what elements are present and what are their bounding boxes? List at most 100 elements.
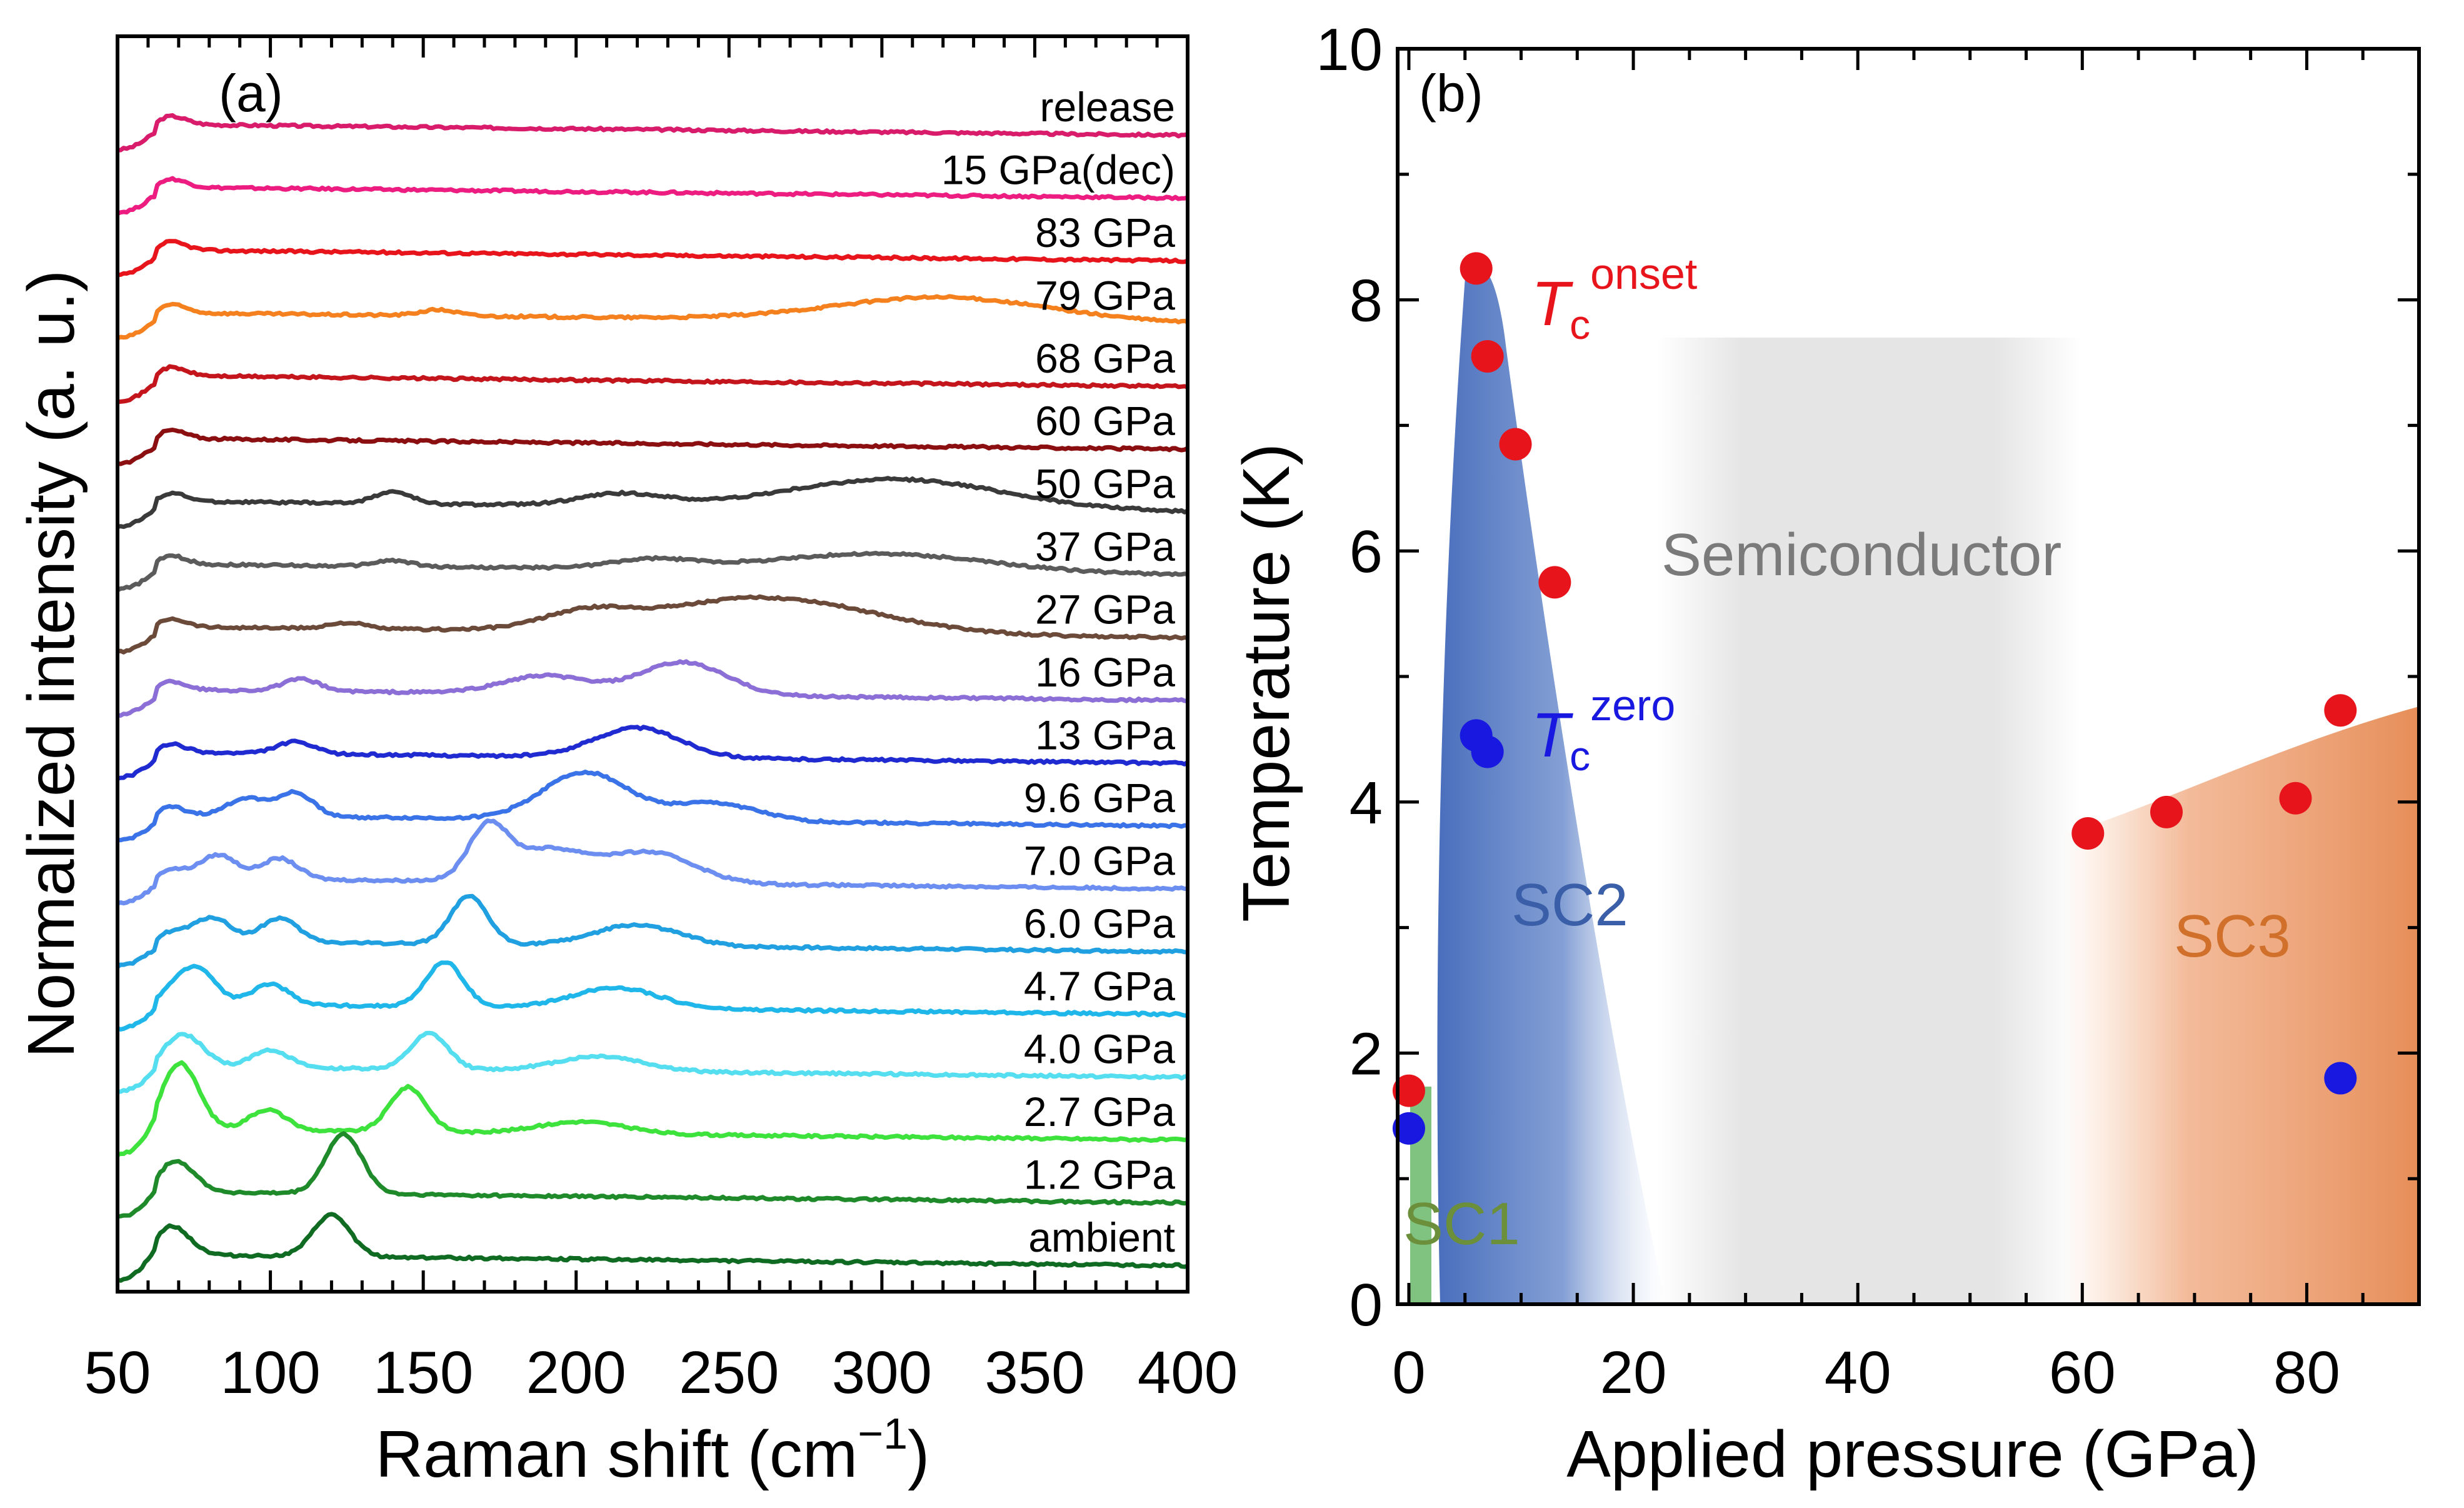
tc-zero-main: T — [1531, 700, 1573, 770]
spectra-lines — [116, 113, 1189, 1283]
data-point — [2150, 795, 2183, 828]
data-point — [1471, 339, 1504, 373]
panel-a-xlabel: Raman shift (cm−1) — [376, 1409, 930, 1491]
panel-b-ticks — [1398, 47, 2421, 1306]
spectrum-label: 4.0 GPa — [1024, 1026, 1175, 1072]
xlabel-main: Raman shift (cm — [376, 1417, 858, 1491]
sc3-label: SC3 — [2174, 903, 2291, 970]
a-xtick-label: 200 — [526, 1339, 626, 1406]
spectrum-line — [117, 364, 1189, 405]
spectrum-label: 60 GPa — [1035, 398, 1175, 444]
a-xtick-label: 400 — [1138, 1339, 1238, 1406]
xlabel-close: ) — [908, 1417, 929, 1491]
b-xtick-label: 0 — [1392, 1339, 1425, 1406]
data-point — [2324, 1062, 2357, 1095]
spectrum-line — [116, 294, 1189, 341]
tc-zero-sub: c — [1570, 733, 1590, 779]
b-xtick-label: 60 — [2049, 1339, 2116, 1406]
data-point — [1392, 1112, 1425, 1145]
spectrum-label: 13 GPa — [1035, 711, 1175, 758]
spectrum-line — [116, 551, 1188, 593]
spectrum-line — [117, 1212, 1188, 1283]
tc-onset-main: T — [1531, 269, 1573, 339]
b-xtick-label: 80 — [2273, 1339, 2340, 1406]
b-ytick-label: 2 — [1350, 1020, 1383, 1087]
data-point — [2324, 694, 2357, 727]
spectra-labels: release 15 GPa(dec) 83 GPa 79 GPa 68 GPa 60 G… — [941, 84, 1175, 1260]
panel-a-ylabel: Normalized intensity (a. u.) — [14, 270, 88, 1058]
spectrum-label: 16 GPa — [1035, 649, 1175, 695]
data-point — [1471, 735, 1504, 768]
spectrum-line — [116, 893, 1188, 969]
b-xtick-label: 20 — [1600, 1339, 1667, 1406]
spectrum-label: 79 GPa — [1035, 272, 1175, 318]
spectrum-line — [117, 476, 1189, 530]
data-point — [2279, 782, 2312, 815]
spectrum-label: 1.2 GPa — [1024, 1152, 1175, 1198]
panel-a-frame — [116, 34, 1189, 1294]
spectrum-label: 7.0 GPa — [1024, 837, 1175, 883]
tc-onset-label: Tconset — [1531, 249, 1697, 348]
spectrum-line — [117, 594, 1188, 655]
tc-zero-label: Tczero — [1531, 681, 1675, 779]
spectrum-label: 4.7 GPa — [1024, 963, 1175, 1009]
panel-b-tick-labels: 0 20 40 60 80 0 2 4 6 8 10 — [1316, 16, 2340, 1406]
tc-onset-sub: c — [1570, 301, 1590, 348]
xlabel-sup: −1 — [858, 1409, 908, 1458]
spectrum-line — [116, 818, 1188, 906]
a-xtick-label: 150 — [373, 1339, 473, 1406]
data-point — [1499, 428, 1532, 461]
b-ytick-label: 6 — [1350, 518, 1383, 585]
b-ytick-label: 10 — [1316, 16, 1383, 83]
a-xtick-label: 300 — [832, 1339, 932, 1406]
spectrum-line — [117, 725, 1189, 781]
data-point — [1538, 566, 1571, 599]
sc2-label: SC2 — [1511, 872, 1628, 938]
panel-a-ticks — [116, 36, 1189, 1292]
panel-b: Semiconductor SC2 SC3 SC1 Tconset Tczero… — [1229, 16, 2421, 1491]
region-sc3 — [2063, 706, 2419, 1304]
spectrum-label: 50 GPa — [1035, 461, 1175, 507]
spectrum-label: 6.0 GPa — [1024, 900, 1175, 947]
b-xtick-label: 40 — [1825, 1339, 1891, 1406]
spectrum-line — [117, 428, 1189, 466]
spectrum-line — [116, 1060, 1188, 1157]
data-point — [1460, 252, 1493, 285]
spectrum-line — [117, 659, 1188, 718]
spectrum-line — [117, 239, 1189, 278]
spectrum-label: 68 GPa — [1035, 335, 1175, 381]
a-xtick-label: 50 — [84, 1339, 151, 1406]
b-ytick-label: 4 — [1350, 770, 1383, 837]
b-ytick-label: 8 — [1350, 268, 1383, 334]
tc-zero-sup: zero — [1590, 681, 1675, 730]
spectrum-label: 27 GPa — [1035, 586, 1175, 633]
b-ytick-label: 0 — [1350, 1272, 1383, 1339]
spectrum-label: release — [1040, 84, 1175, 130]
a-xtick-label: 250 — [679, 1339, 779, 1406]
panel-b-xlabel: Applied pressure (GPa) — [1566, 1417, 2259, 1491]
spectrum-label: 9.6 GPa — [1024, 775, 1175, 821]
a-xtick-label: 350 — [984, 1339, 1084, 1406]
spectrum-label: 15 GPa(dec) — [941, 146, 1175, 193]
data-point — [1392, 1074, 1425, 1107]
a-xtick-label: 100 — [220, 1339, 320, 1406]
region-semiconductor — [1656, 338, 2081, 1304]
spectrum-line — [117, 1131, 1188, 1219]
panel-a-label: (a) — [219, 64, 283, 123]
panel-b-ylabel: Temperature (K) — [1229, 443, 1303, 922]
spectrum-line — [116, 176, 1189, 216]
panel-b-points — [1392, 252, 2357, 1145]
semiconductor-label: Semiconductor — [1661, 521, 2061, 588]
spectrum-label: 37 GPa — [1035, 523, 1175, 570]
spectrum-line — [117, 770, 1188, 843]
spectrum-line — [118, 113, 1188, 153]
data-point — [2071, 817, 2105, 850]
region-sc2 — [1437, 264, 1666, 1304]
panel-a: release 15 GPa(dec) 83 GPa 79 GPa 68 GPa 60 G… — [14, 34, 1238, 1491]
spectrum-line — [116, 960, 1188, 1032]
panel-b-label: (b) — [1419, 64, 1483, 123]
panel-a-tick-labels: 50 100 150 200 250 300 350 400 — [84, 1339, 1238, 1406]
spectrum-label: 2.7 GPa — [1024, 1088, 1175, 1135]
spectrum-label: 83 GPa — [1035, 209, 1175, 256]
